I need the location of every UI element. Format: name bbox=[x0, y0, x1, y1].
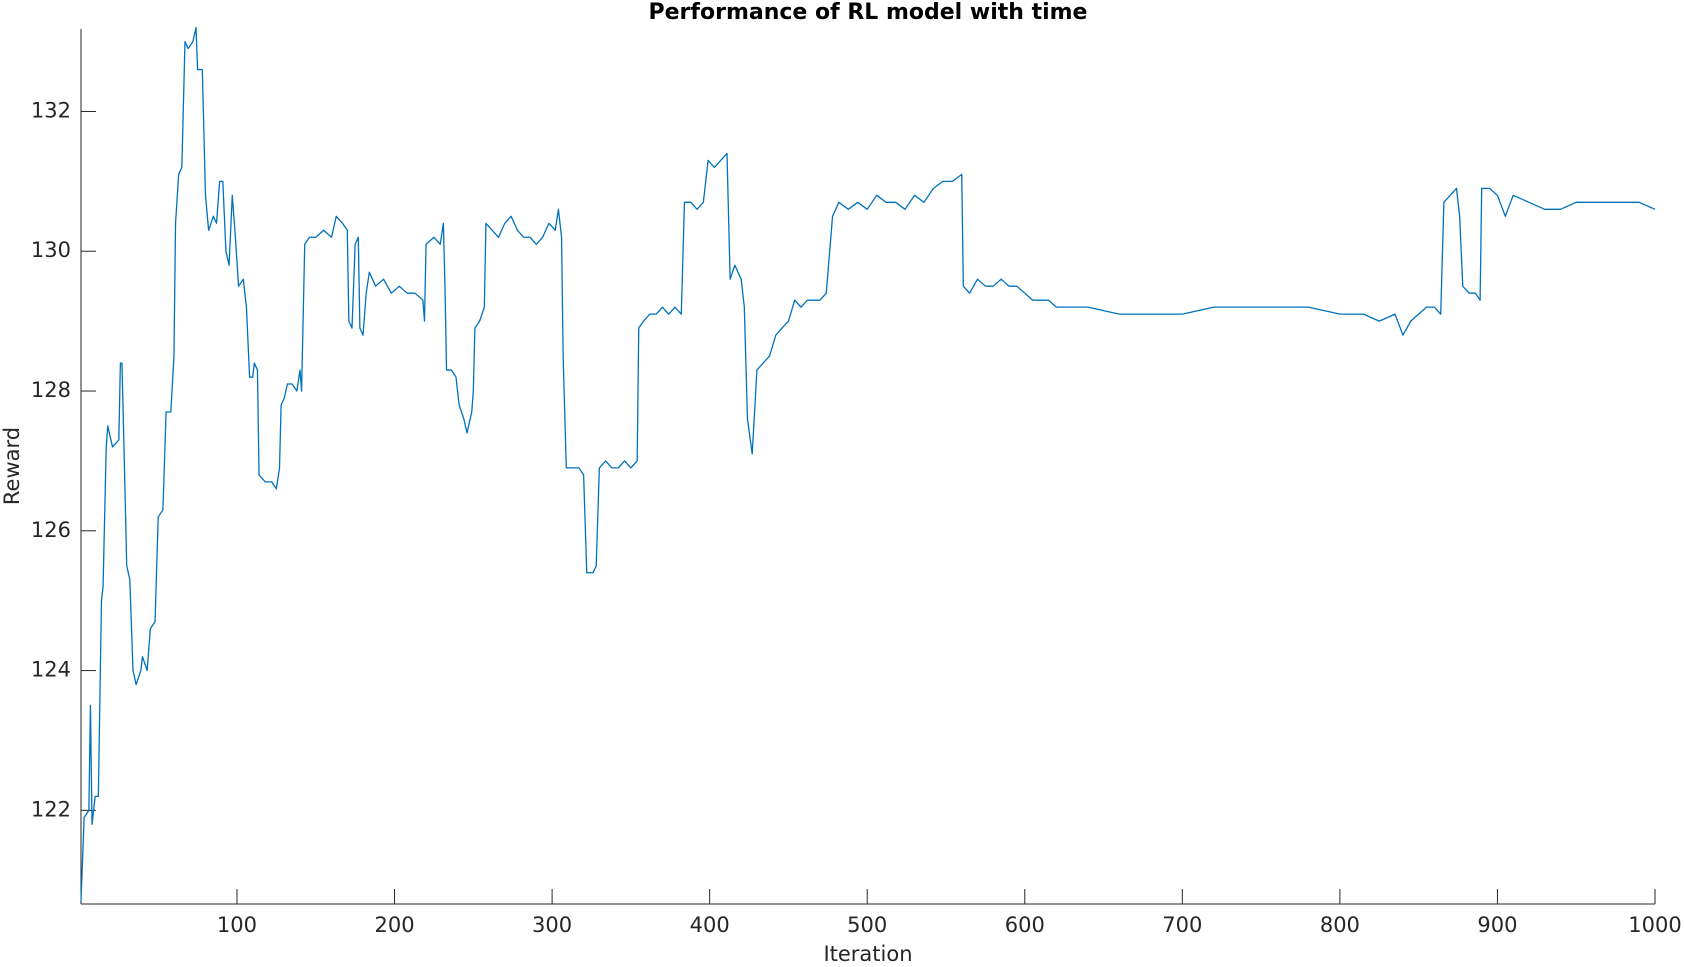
x-tick-label: 500 bbox=[847, 913, 887, 937]
x-tick-label: 900 bbox=[1477, 913, 1517, 937]
y-tick-label: 128 bbox=[31, 378, 71, 402]
x-axis-label: Iteration bbox=[823, 942, 912, 966]
x-tick-label: 100 bbox=[217, 913, 257, 937]
chart-title: Performance of RL model with time bbox=[649, 0, 1088, 25]
y-axis-label: Reward bbox=[0, 427, 24, 505]
y-tick-label: 122 bbox=[31, 797, 71, 821]
y-tick-label: 132 bbox=[31, 98, 71, 122]
data-line bbox=[80, 26, 1656, 902]
y-tick-label: 124 bbox=[31, 658, 71, 682]
x-tick-label: 200 bbox=[374, 913, 414, 937]
y-tick-label: 130 bbox=[31, 238, 71, 262]
x-tick-label: 300 bbox=[532, 913, 572, 937]
y-tick-label: 126 bbox=[31, 518, 71, 542]
x-tick-label: 800 bbox=[1320, 913, 1360, 937]
x-tick-label: 700 bbox=[1162, 913, 1202, 937]
x-tick-label: 600 bbox=[1005, 913, 1045, 937]
x-tick-label: 400 bbox=[690, 913, 730, 937]
x-tick-label: 1000 bbox=[1628, 913, 1681, 937]
